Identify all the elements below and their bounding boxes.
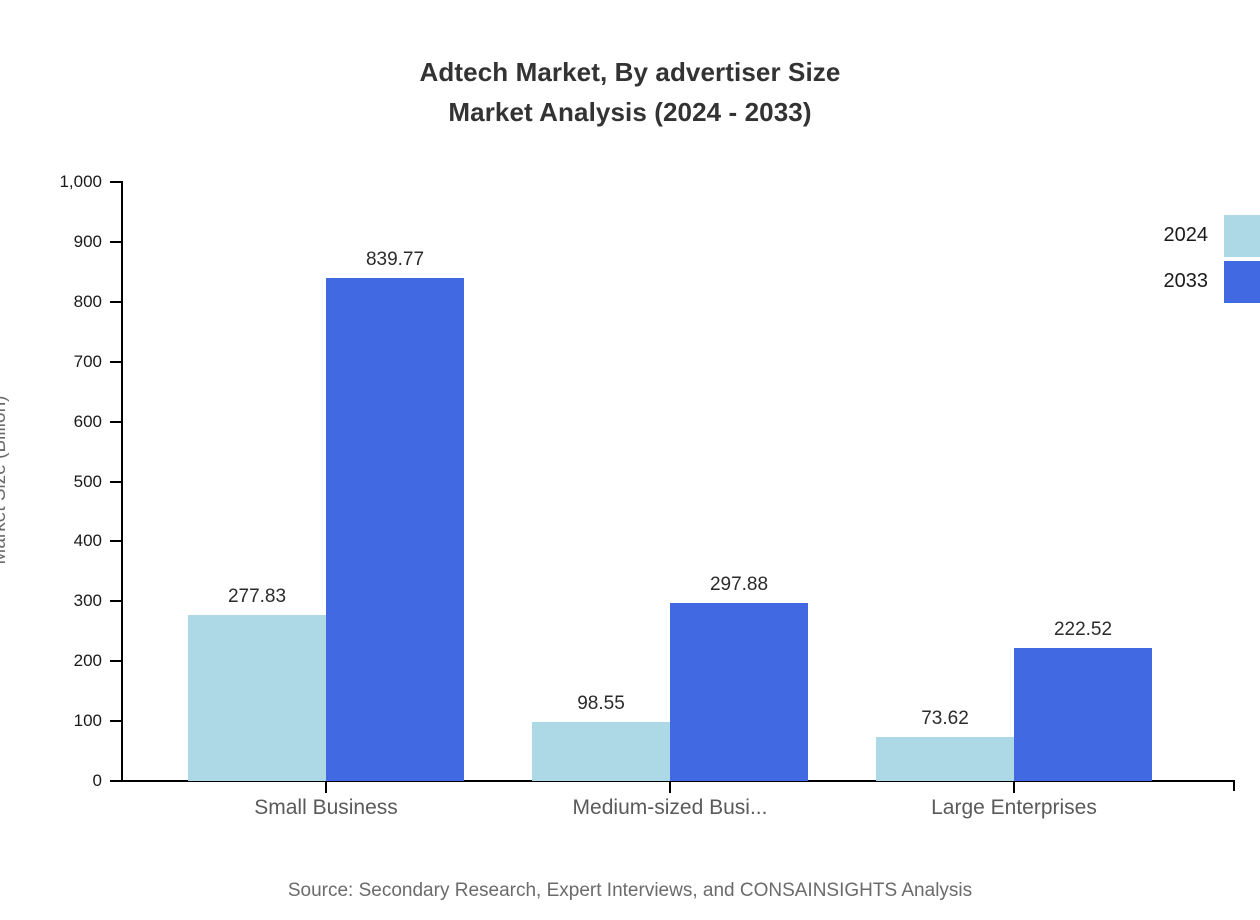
x-axis-category-label: Small Business bbox=[254, 796, 398, 819]
bar[interactable] bbox=[188, 614, 326, 781]
chart-title: Adtech Market, By advertiser Size Market… bbox=[0, 52, 1260, 132]
y-axis-tick-label: 400 bbox=[73, 531, 102, 551]
source-note: Source: Secondary Research, Expert Inter… bbox=[287, 880, 973, 901]
x-axis-category-label: Large Enterprises bbox=[931, 796, 1097, 819]
y-axis-tick bbox=[110, 300, 121, 303]
bar[interactable] bbox=[532, 721, 670, 781]
x-axis-end-tick bbox=[1233, 780, 1235, 791]
legend-item-2033[interactable]: 2033 bbox=[1100, 261, 1260, 307]
plot-area bbox=[121, 182, 1235, 781]
legend-swatch-2024 bbox=[1224, 215, 1260, 257]
y-axis-tick bbox=[110, 720, 121, 723]
y-axis-tick-label: 700 bbox=[73, 351, 102, 371]
y-axis-tick bbox=[110, 181, 121, 183]
bar-value-label: 73.62 bbox=[921, 707, 969, 729]
x-axis-tick bbox=[1013, 782, 1015, 793]
y-axis-tick bbox=[110, 540, 121, 543]
y-axis-tick-label: 1,000 bbox=[59, 172, 102, 191]
y-axis-tick-label: 500 bbox=[73, 471, 102, 491]
bar[interactable] bbox=[876, 736, 1014, 781]
legend-swatch-2033 bbox=[1224, 261, 1260, 303]
y-axis-tick-label: 200 bbox=[73, 651, 102, 671]
x-axis-tick bbox=[325, 782, 327, 793]
y-axis-tick bbox=[110, 600, 121, 603]
y-axis-tick-label: 300 bbox=[73, 591, 102, 611]
x-axis-tick bbox=[669, 782, 671, 793]
bar-value-label: 839.77 bbox=[365, 248, 425, 270]
bar[interactable] bbox=[670, 602, 808, 781]
y-axis-tick-label: 100 bbox=[73, 711, 102, 731]
y-axis-tick bbox=[110, 420, 121, 423]
x-axis-category-label: Medium-sized Busi... bbox=[572, 796, 768, 819]
legend-label-2033: 2033 bbox=[1163, 270, 1209, 292]
y-axis-tick bbox=[110, 780, 121, 782]
chart-title-line-2: Market Analysis (2024 - 2033) bbox=[448, 97, 812, 127]
y-axis-tick bbox=[110, 240, 121, 243]
bar[interactable] bbox=[1014, 647, 1152, 781]
bar-value-label: 277.83 bbox=[227, 585, 287, 607]
y-axis-tick-label: 600 bbox=[73, 411, 102, 431]
bar-value-label: 98.55 bbox=[577, 692, 625, 714]
chart-title-line-1: Adtech Market, By advertiser Size bbox=[419, 57, 841, 87]
y-axis-tick bbox=[110, 660, 121, 663]
chart-legend: 2024 2033 bbox=[1100, 215, 1260, 325]
bar-value-label: 297.88 bbox=[709, 573, 769, 595]
y-axis-line bbox=[121, 181, 123, 782]
y-axis-tick bbox=[110, 360, 121, 363]
y-axis-tick-label: 800 bbox=[73, 291, 102, 311]
x-axis-line bbox=[121, 780, 1235, 782]
legend-item-2024[interactable]: 2024 bbox=[1100, 215, 1260, 261]
y-axis-tick-label: 900 bbox=[73, 231, 102, 251]
y-axis-tick-label: 0 bbox=[92, 771, 102, 790]
bar[interactable] bbox=[326, 277, 464, 781]
legend-label-2024: 2024 bbox=[1163, 224, 1209, 246]
y-axis-tick bbox=[110, 480, 121, 483]
bar-value-label: 222.52 bbox=[1053, 618, 1113, 640]
